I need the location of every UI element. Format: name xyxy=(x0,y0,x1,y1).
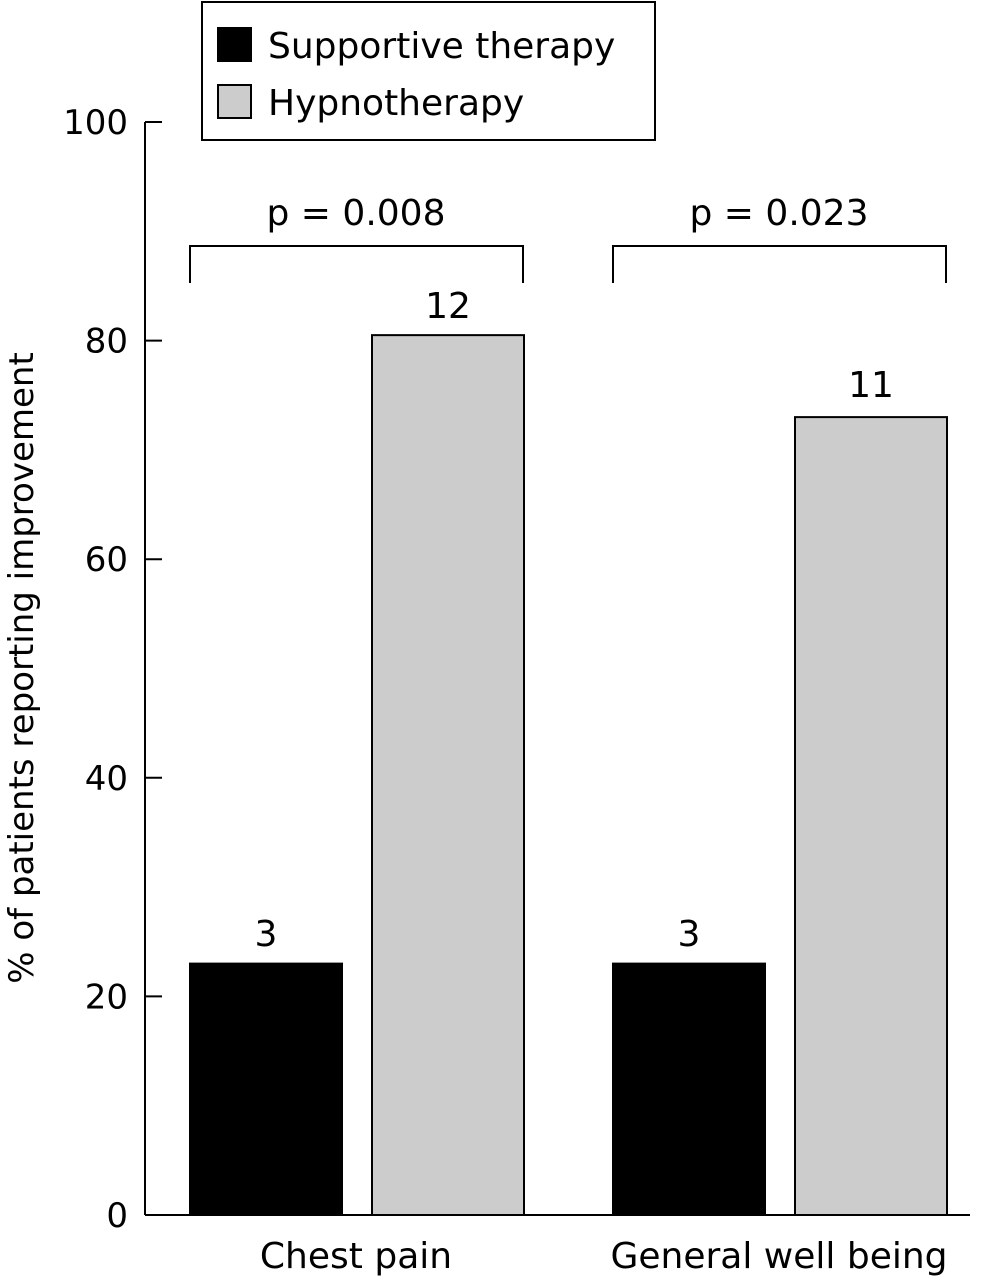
legend-label-hypnotherapy: Hypnotherapy xyxy=(268,83,524,124)
y-ticks: 0 20 40 60 80 100 xyxy=(63,103,162,1236)
significance-bracket-well-being xyxy=(612,245,947,283)
y-tick-label-80: 80 xyxy=(85,322,128,362)
bar-hypnotherapy-well-being xyxy=(794,416,948,1216)
y-tick-label-60: 60 xyxy=(85,540,128,580)
legend-label-supportive: Supportive therapy xyxy=(268,26,615,67)
legend-swatch-supportive xyxy=(217,27,252,62)
y-axis-label: % of patients reporting improvement xyxy=(2,352,42,984)
y-tick-label-40: 40 xyxy=(85,759,128,799)
legend-box xyxy=(201,1,656,141)
y-tick-label-20: 20 xyxy=(85,977,128,1017)
data-label-supportive-well-being: 3 xyxy=(678,914,701,955)
data-label-hypnotherapy-chest-pain: 12 xyxy=(425,286,471,327)
significance-bracket-chest-pain xyxy=(189,245,524,283)
bar-supportive-well-being xyxy=(612,962,766,1216)
p-value-well-being: p = 0.023 xyxy=(690,193,869,234)
data-label-supportive-chest-pain: 3 xyxy=(255,914,278,955)
data-label-hypnotherapy-well-being: 11 xyxy=(848,365,894,406)
category-label-general-well-being: General well being xyxy=(610,1236,947,1277)
legend: Supportive therapy Hypnotherapy xyxy=(201,1,656,141)
bar-hypnotherapy-chest-pain xyxy=(371,334,525,1216)
bars xyxy=(189,334,948,1216)
bar-supportive-chest-pain xyxy=(189,962,343,1216)
category-label-chest-pain: Chest pain xyxy=(260,1236,452,1277)
y-tick-label-100: 100 xyxy=(63,103,128,143)
p-value-chest-pain: p = 0.008 xyxy=(267,193,446,234)
legend-swatch-hypnotherapy xyxy=(217,84,252,119)
y-tick-label-0: 0 xyxy=(106,1196,128,1236)
